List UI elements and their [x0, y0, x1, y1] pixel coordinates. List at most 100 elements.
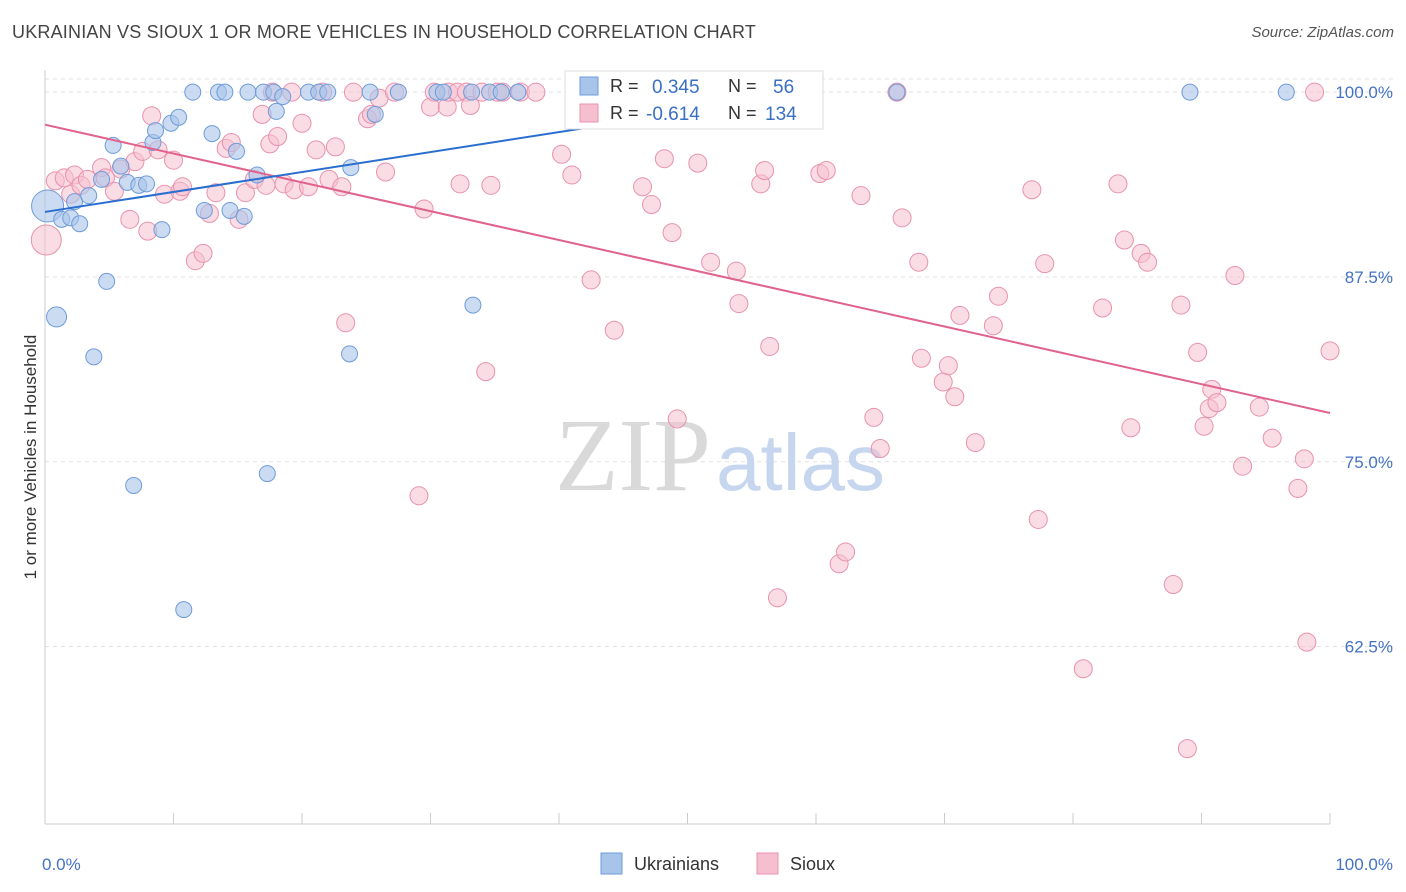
bottom-legend-swatch-ukrainians [600, 852, 623, 875]
series-legend: Ukrainians Sioux [600, 852, 835, 875]
sioux-point [1194, 416, 1214, 436]
sioux-point [1138, 252, 1158, 272]
sioux-point [1022, 180, 1042, 200]
legend-r-label-sioux: R = [610, 103, 639, 123]
sioux-point [1121, 418, 1141, 438]
sioux-point [1028, 509, 1048, 529]
sioux-point [1035, 254, 1055, 274]
sioux-point [409, 486, 429, 506]
bottom-legend-ukrainians: Ukrainians [634, 854, 719, 874]
sioux-point [526, 82, 546, 102]
sioux-point [633, 177, 653, 197]
legend-r-value-sioux: -0.614 [646, 104, 700, 125]
ukrainians-point [125, 476, 143, 494]
sioux-point [376, 162, 396, 182]
ukrainians-point [258, 465, 276, 483]
legend-n-value-sioux: 134 [765, 104, 797, 125]
sioux-point [476, 362, 496, 382]
ukrainians-point [221, 201, 239, 219]
ukrainians-point [366, 105, 384, 123]
sioux-point [945, 387, 965, 407]
sioux-point [933, 372, 953, 392]
sioux-point [1188, 342, 1208, 362]
ukrainians-point [1181, 83, 1199, 101]
ukrainians-point [1277, 83, 1295, 101]
sioux-point [1305, 82, 1325, 102]
ukrainians-point [195, 201, 213, 219]
ukrainians-point [389, 83, 407, 101]
y-tick-label-1: 75.0% [1345, 453, 1393, 472]
sioux-point [1163, 574, 1183, 594]
sioux-point [767, 588, 787, 608]
sioux-point [642, 195, 662, 215]
sioux-point [1093, 298, 1113, 318]
ukrainians-point [80, 187, 98, 205]
sioux-point [1207, 393, 1227, 413]
sioux-point [1288, 478, 1308, 498]
ukrainians-point [71, 215, 89, 233]
sioux-point [938, 356, 958, 376]
sioux-point [1294, 449, 1314, 469]
ukrainians-point [216, 83, 234, 101]
ukrainians-points [31, 83, 1295, 619]
sioux-points [30, 82, 1340, 759]
sioux-point [1320, 341, 1340, 361]
sioux-point [562, 165, 582, 185]
legend-r-value-ukrainians: 0.345 [652, 77, 700, 98]
x-tick-label-1: 100.0% [1335, 855, 1393, 874]
ukrainians-point [85, 348, 103, 366]
sioux-point [172, 177, 192, 197]
chart-title: UKRAINIAN VS SIOUX 1 OR MORE VEHICLES IN… [12, 22, 757, 42]
sioux-point [206, 183, 226, 203]
y-tick-label-0: 62.5% [1345, 638, 1393, 657]
sioux-point [870, 438, 890, 458]
ukrainians-point [112, 157, 130, 175]
y-tick-label-2: 87.5% [1345, 268, 1393, 287]
sioux-point [950, 305, 970, 325]
sioux-point [983, 316, 1003, 336]
gridlines [45, 78, 1395, 648]
ukrainians-point [267, 102, 285, 120]
watermark-atlas: atlas [716, 418, 885, 507]
sioux-point [729, 294, 749, 314]
sioux-point [120, 209, 140, 229]
bottom-legend-sioux: Sioux [790, 854, 835, 874]
sioux-point [581, 270, 601, 290]
sioux-point [343, 82, 363, 102]
ukrainians-point [239, 83, 257, 101]
sioux-point [142, 106, 162, 126]
bottom-legend-swatch-sioux [756, 852, 779, 875]
sioux-point [1233, 456, 1253, 476]
sioux-point [1262, 428, 1282, 448]
watermark-zip: ZIP [555, 398, 711, 513]
sioux-point [336, 313, 356, 333]
y-tick-label-3: 100.0% [1335, 83, 1393, 102]
ukrainians-point [319, 83, 337, 101]
ukrainians-point [888, 83, 906, 101]
sioux-point [292, 113, 312, 133]
legend-swatch-ukrainians [579, 76, 599, 96]
sioux-point [298, 177, 318, 197]
ukrainians-point [509, 83, 527, 101]
sioux-point [1225, 266, 1245, 286]
ukrainians-point [463, 83, 481, 101]
sioux-point [268, 127, 288, 147]
legend-n-value-ukrainians: 56 [773, 77, 794, 98]
ukrainians-point [342, 159, 360, 177]
ukrainians-point [203, 125, 221, 143]
sioux-point [909, 252, 929, 272]
ukrainians-point [274, 88, 292, 106]
ukrainians-point [492, 83, 510, 101]
sioux-point [851, 186, 871, 206]
ukrainians-point [434, 83, 452, 101]
x-tick-label-0: 0.0% [42, 855, 81, 874]
ukrainians-point [464, 296, 482, 314]
ukrainians-point [93, 170, 111, 188]
ukrainians-point [184, 83, 202, 101]
sioux-point [1114, 230, 1134, 250]
legend-n-label-sioux: N = [728, 103, 757, 123]
ukrainians-point [153, 221, 171, 239]
sioux-point [30, 224, 62, 256]
sioux-point [654, 149, 674, 169]
x-tick-labels: 0.0% 100.0% [42, 855, 1393, 874]
